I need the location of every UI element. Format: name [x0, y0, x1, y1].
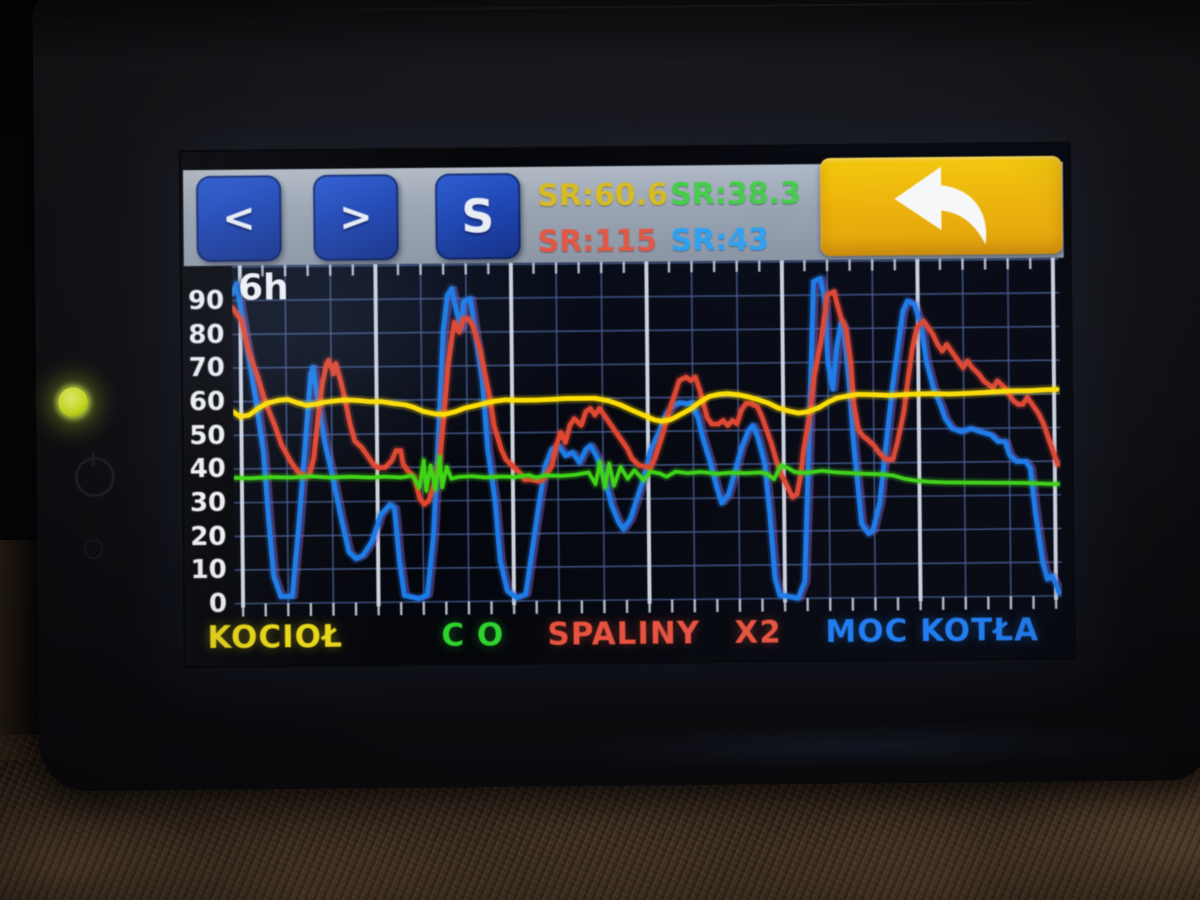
back-arrow-icon	[894, 166, 987, 245]
sr-value: SR:38.3	[670, 176, 802, 213]
legend-item: MOC KOTŁA	[825, 611, 1040, 651]
legend-item: SPALINY	[547, 615, 701, 653]
s-button[interactable]: S	[434, 172, 521, 260]
touchscreen: < > S SR:60.6 SR:38.3 SR:115 SR:43 0 10 20…	[180, 143, 1074, 667]
legend-item: C O	[441, 617, 505, 654]
chart-plot	[231, 257, 1063, 618]
carpet-left-edge	[0, 540, 42, 760]
y-axis-label: 90	[187, 285, 225, 317]
legend-item: KOCIOŁ	[207, 618, 344, 656]
next-button[interactable]: >	[312, 174, 399, 261]
bezel-dot	[83, 538, 104, 560]
sr-value: SR:115	[537, 223, 658, 260]
power-button[interactable]	[74, 456, 116, 498]
sr-value: SR:43	[670, 222, 770, 259]
legend-item: X2	[734, 614, 783, 651]
y-axis-label: 40	[189, 454, 226, 485]
y-axis-label: 30	[189, 487, 227, 519]
y-axis-label: 20	[190, 521, 227, 552]
back-button[interactable]	[819, 155, 1063, 257]
prev-button[interactable]: <	[195, 175, 282, 263]
y-axis-label: 0	[208, 588, 228, 619]
y-axis-labels: 0 10 20 30 40 50 60 70 80 90	[182, 266, 231, 619]
y-axis-label: 70	[188, 353, 225, 384]
controller-device: < > S SR:60.6 SR:38.3 SR:115 SR:43 0 10 20…	[32, 0, 1200, 792]
sr-averages: SR:60.6 SR:38.3 SR:115 SR:43	[535, 172, 836, 263]
y-axis-label: 80	[188, 319, 225, 350]
power-led	[57, 387, 89, 418]
y-axis-label: 50	[189, 420, 226, 451]
y-axis-label: 60	[188, 386, 226, 418]
chart-legend: KOCIOŁ C O SPALINY X2 MOC KOTŁA	[185, 610, 1073, 667]
time-window-label: 6h	[237, 267, 289, 309]
sr-value: SR:60.6	[537, 177, 669, 214]
y-axis-label: 10	[190, 555, 227, 586]
